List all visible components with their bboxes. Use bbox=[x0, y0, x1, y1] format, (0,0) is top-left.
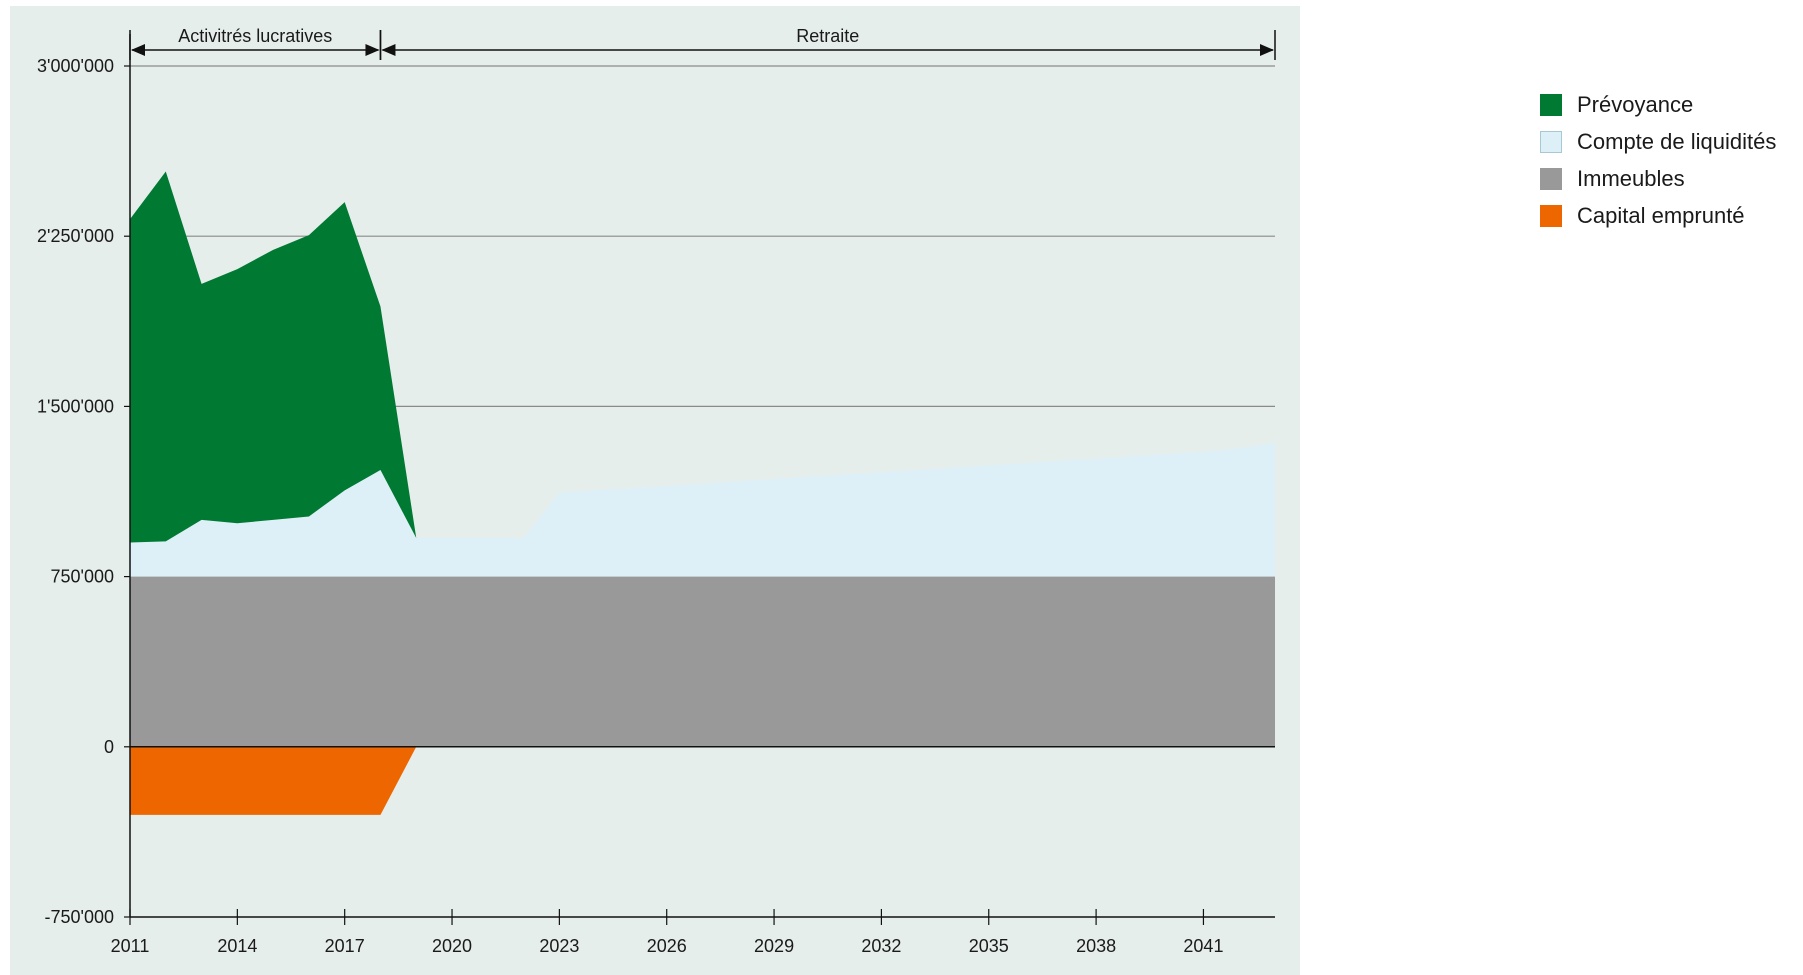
y-tick-label: 0 bbox=[104, 737, 114, 757]
legend-item: Prévoyance bbox=[1540, 86, 1776, 123]
x-tick-label: 2017 bbox=[325, 936, 365, 956]
legend-label: Capital emprunté bbox=[1577, 202, 1745, 228]
x-tick-label: 2023 bbox=[539, 936, 579, 956]
area-compte-de-liquidites bbox=[130, 442, 1275, 577]
phase-annotations: Activitrés lucratives Retraite bbox=[129, 26, 1276, 60]
phase-arrow-right-0 bbox=[365, 44, 380, 56]
area-capital-emprunte bbox=[130, 746, 1275, 815]
legend-label: Immeubles bbox=[1577, 165, 1685, 191]
y-tick-label: -750'000 bbox=[45, 907, 115, 927]
x-tick-label: 2041 bbox=[1183, 936, 1223, 956]
x-tick-label: 2038 bbox=[1076, 936, 1116, 956]
x-tick-label: 2026 bbox=[647, 936, 687, 956]
y-tick-label: 2'250'000 bbox=[37, 226, 114, 246]
axes: -750'000 0 750'000 1'500'000 2'250'000 3'000'… bbox=[37, 34, 1275, 956]
legend-swatch bbox=[1540, 167, 1562, 190]
area-series bbox=[130, 171, 1275, 815]
area-prevoyance bbox=[130, 171, 1275, 543]
legend: Prévoyance Compte de liquidités Immeubles C… bbox=[1540, 86, 1776, 234]
y-tick-label: 750'000 bbox=[50, 567, 114, 587]
phase-label: Retraite bbox=[796, 26, 859, 46]
phase-label: Activitrés lucratives bbox=[178, 26, 332, 46]
phase-arrow-left-1 bbox=[381, 44, 396, 56]
legend-item: Immeubles bbox=[1540, 160, 1776, 197]
legend-item: Capital emprunté bbox=[1540, 197, 1776, 234]
x-tick-label: 2011 bbox=[111, 936, 150, 956]
y-tick-label: 3'000'000 bbox=[37, 56, 114, 76]
legend-item: Compte de liquidités bbox=[1540, 123, 1776, 160]
x-tick-label: 2014 bbox=[217, 936, 257, 956]
legend-swatch bbox=[1540, 130, 1562, 153]
x-tick-label: 2029 bbox=[754, 936, 794, 956]
legend-swatch bbox=[1540, 204, 1562, 227]
x-tick-label: 2020 bbox=[432, 936, 472, 956]
x-tick-label: 2032 bbox=[861, 936, 901, 956]
x-tick-label: 2035 bbox=[969, 936, 1009, 956]
y-tick-label: 1'500'000 bbox=[37, 396, 114, 416]
legend-label: Compte de liquidités bbox=[1577, 128, 1777, 154]
phase-arrow-left-0 bbox=[131, 44, 145, 56]
legend-swatch bbox=[1540, 93, 1562, 116]
phase-arrow-right-1 bbox=[1260, 44, 1274, 56]
legend-label: Prévoyance bbox=[1577, 91, 1694, 117]
area-immeubles bbox=[130, 576, 1275, 747]
